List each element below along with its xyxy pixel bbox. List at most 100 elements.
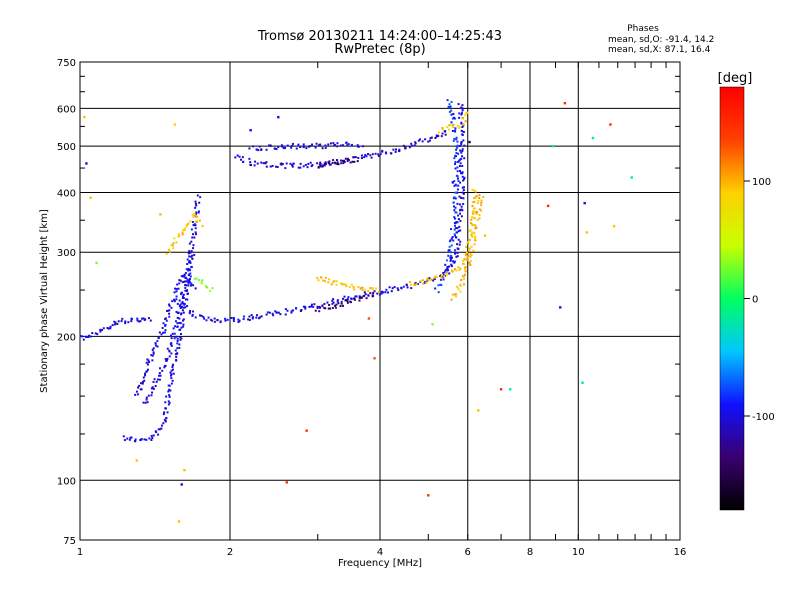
data-point	[129, 436, 132, 439]
colorbar: [deg] 100 0 -100	[718, 71, 775, 511]
data-point	[460, 208, 463, 211]
data-point	[290, 146, 293, 149]
data-point	[168, 303, 171, 306]
data-point	[182, 293, 185, 296]
data-point	[460, 112, 463, 115]
data-point	[354, 295, 357, 298]
data-point	[441, 276, 444, 279]
data-point	[192, 284, 195, 287]
data-point	[455, 293, 458, 296]
data-point	[361, 286, 364, 289]
data-point	[419, 138, 422, 141]
data-point	[191, 213, 194, 216]
data-point	[456, 166, 459, 169]
x-tick-label: 8	[527, 547, 533, 558]
data-point	[459, 240, 462, 243]
data-point	[145, 396, 148, 399]
data-point	[465, 252, 468, 255]
data-point	[289, 162, 292, 165]
data-point	[369, 287, 372, 290]
data-point	[583, 201, 586, 205]
data-point	[426, 277, 429, 280]
data-point	[386, 291, 389, 294]
data-point	[168, 384, 171, 387]
data-point	[213, 320, 216, 323]
data-point	[141, 317, 144, 320]
data-point	[165, 252, 168, 255]
data-point	[454, 191, 457, 194]
data-point	[171, 364, 174, 367]
data-point	[152, 434, 155, 437]
data-point	[448, 245, 451, 248]
data-point	[591, 136, 595, 140]
data-point	[458, 195, 461, 198]
data-point	[369, 154, 372, 157]
data-point	[317, 279, 320, 282]
data-point	[178, 317, 181, 320]
data-point	[247, 318, 250, 321]
data-point	[178, 279, 181, 282]
data-point	[474, 211, 477, 214]
data-point	[186, 258, 189, 261]
data-point	[304, 305, 307, 308]
data-point	[328, 162, 331, 165]
data-point	[462, 139, 465, 142]
data-point	[630, 176, 633, 179]
data-point	[192, 244, 195, 247]
data-point	[359, 287, 362, 290]
data-point	[457, 179, 460, 182]
data-point	[175, 295, 178, 298]
data-point	[173, 300, 176, 303]
data-point	[456, 188, 459, 191]
data-point	[178, 282, 181, 285]
data-point	[192, 233, 195, 236]
data-point	[363, 291, 366, 294]
data-point	[453, 234, 456, 237]
data-point	[196, 215, 199, 218]
data-point	[180, 305, 183, 308]
data-point	[186, 298, 189, 301]
data-point	[266, 311, 269, 314]
data-point	[339, 159, 342, 162]
data-point	[282, 147, 285, 150]
data-point	[453, 222, 456, 225]
data-point	[353, 298, 356, 301]
data-point	[127, 321, 130, 324]
data-point	[469, 255, 472, 258]
data-point	[464, 270, 467, 273]
data-point	[473, 232, 476, 235]
data-point	[277, 145, 280, 148]
data-point	[450, 121, 453, 124]
data-point	[185, 298, 188, 301]
data-point	[461, 175, 464, 178]
data-point	[140, 438, 143, 441]
data-point	[442, 274, 445, 277]
data-point	[446, 99, 449, 102]
data-point	[425, 281, 428, 284]
data-point	[299, 162, 302, 165]
data-point	[357, 157, 360, 160]
data-point	[198, 201, 201, 204]
data-point	[316, 307, 319, 310]
data-point	[444, 263, 447, 266]
data-point	[193, 277, 196, 280]
data-point	[471, 235, 474, 238]
data-point	[178, 346, 181, 349]
phase-box-title: Phases	[627, 24, 659, 34]
data-point	[194, 316, 197, 319]
phase-box-line-x: mean, sd,X: 87.1, 16.4	[608, 45, 711, 55]
data-point	[193, 236, 196, 239]
data-point	[187, 267, 190, 270]
data-point	[327, 307, 330, 310]
data-point	[356, 160, 359, 163]
data-point	[179, 279, 182, 282]
data-point	[465, 251, 468, 254]
data-point	[457, 218, 460, 221]
data-point	[453, 137, 456, 140]
data-point	[342, 144, 345, 147]
data-point	[281, 163, 284, 166]
data-point	[346, 300, 349, 303]
data-point	[348, 285, 351, 288]
data-point	[319, 306, 322, 309]
data-point	[276, 166, 279, 169]
